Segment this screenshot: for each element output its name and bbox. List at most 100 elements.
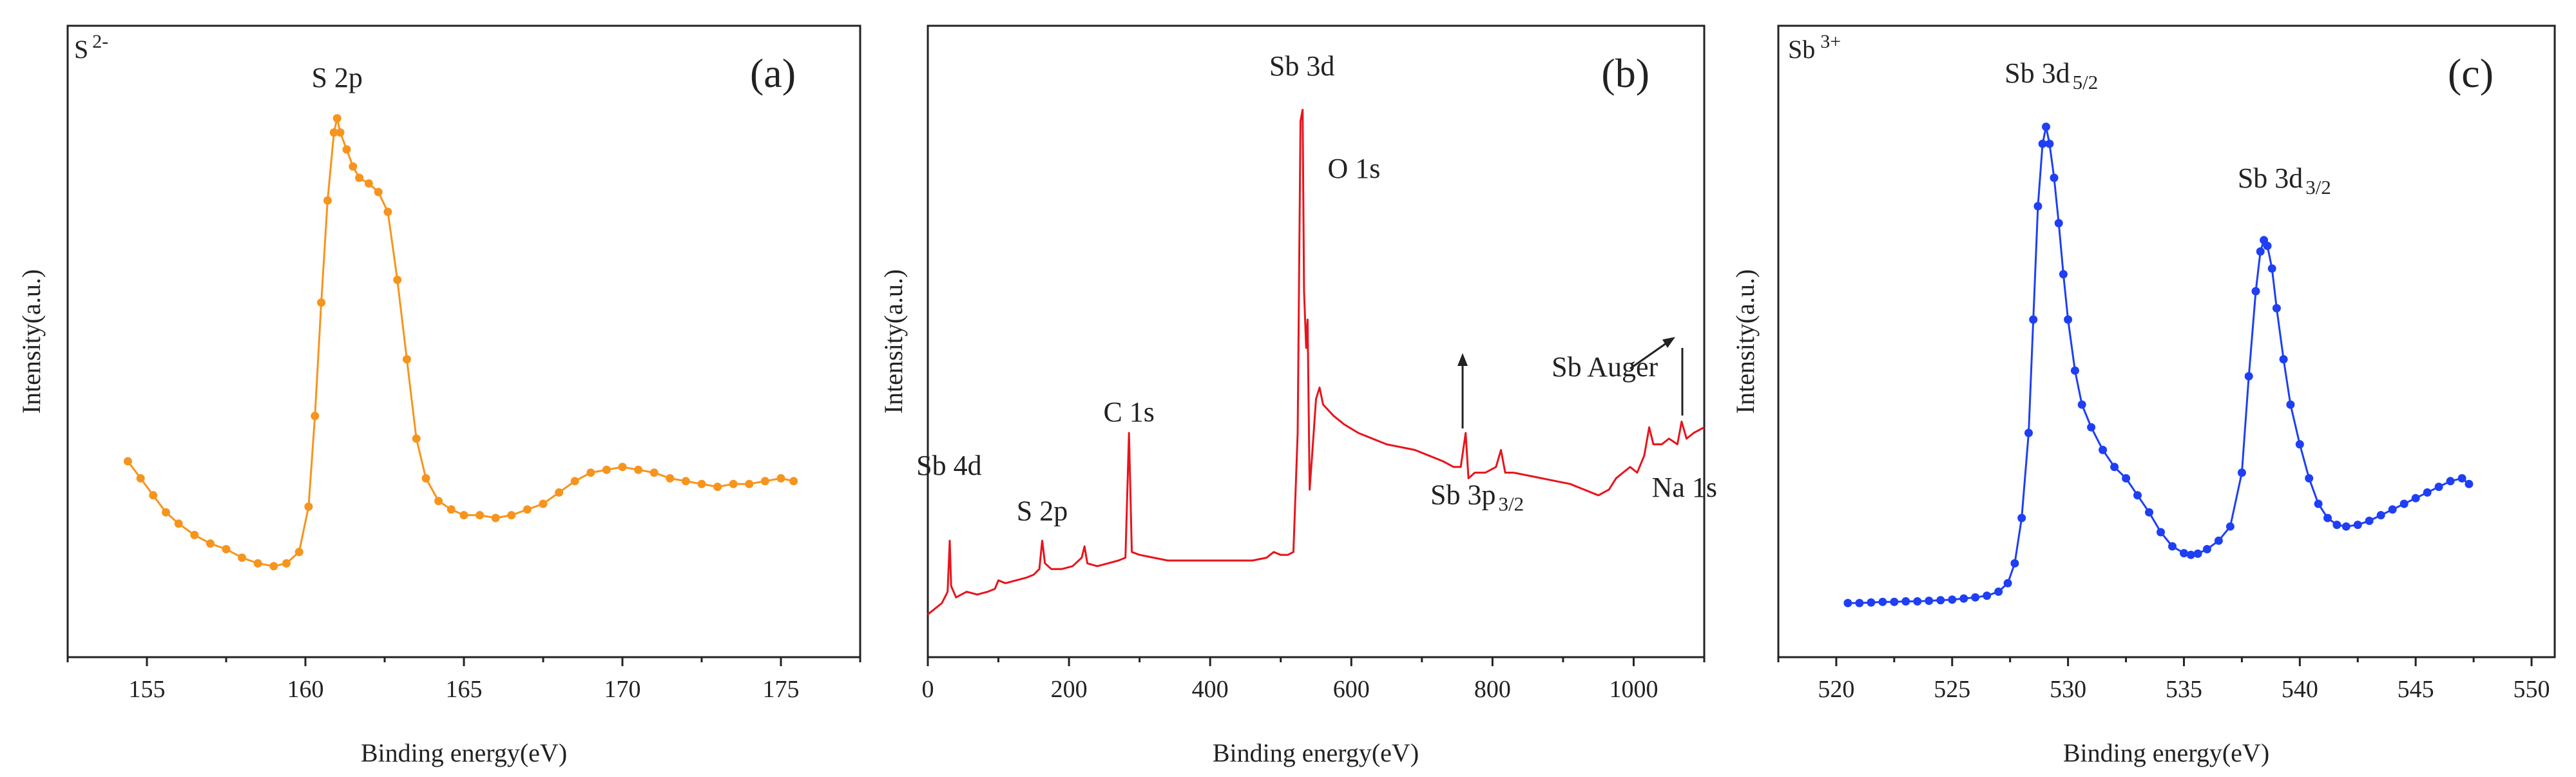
panel-c-data-point xyxy=(2193,549,2202,558)
panel-c-data-point xyxy=(2286,400,2295,409)
panel-a-data-point xyxy=(729,479,738,488)
panel-a-annotations: S 2p xyxy=(311,62,362,93)
panel-a-data-point xyxy=(238,553,247,562)
panel-a-data-point xyxy=(304,502,313,511)
panel-b-survey-spectrum: 0 200 400 600 800 1000 (b) Binding energy(eV)… xyxy=(879,24,1717,767)
panel-c-data-point xyxy=(2186,550,2195,559)
panel-c-data-point xyxy=(2050,173,2059,182)
panel-a-frame xyxy=(66,24,861,658)
panel-b-sb3p-arrowhead xyxy=(1457,353,1468,366)
panel-c-data-point xyxy=(2029,315,2038,324)
panel-a-data-point xyxy=(355,173,364,182)
panel-a-data-point xyxy=(317,298,326,307)
panel-b-annotation: S 2p xyxy=(1017,495,1068,527)
panel-b-x-tick-label: 800 xyxy=(1474,676,1511,703)
panel-c-data-point xyxy=(2077,400,2086,409)
panel-c-data-point xyxy=(2010,559,2019,568)
panel-a-data-point xyxy=(539,499,548,508)
panel-b-annotation: Na 1s xyxy=(1652,472,1717,503)
panel-c-data-point xyxy=(2388,505,2397,514)
panel-a-data-point xyxy=(311,412,320,421)
panel-b-x-ticks: 0 200 400 600 800 1000 xyxy=(922,657,1706,703)
panel-c-annotations: Sb 3d 5/2 Sb 3d 3/2 xyxy=(2004,57,2331,198)
panel-c-data-point xyxy=(2365,516,2374,525)
panel-c-data-point xyxy=(1913,597,1922,606)
panel-c-data-point xyxy=(2087,423,2096,432)
panel-c-data-point xyxy=(2054,218,2063,227)
panel-c-series xyxy=(1843,122,2474,608)
panel-a-data-point xyxy=(136,474,145,483)
panel-c-data-point xyxy=(2145,508,2153,517)
panel-b-y-axis-title: Intensity(a.u.) xyxy=(879,269,908,414)
panel-a-data-point xyxy=(491,513,500,523)
panel-a-data-point xyxy=(447,505,456,514)
panel-c-annotation: Sb 3d 3/2 xyxy=(2238,162,2331,198)
panel-c-data-point xyxy=(2279,355,2288,364)
panel-c-data-point xyxy=(1936,596,1945,605)
panel-a-data-point xyxy=(434,497,443,506)
panel-a-data-point xyxy=(124,457,132,466)
panel-c-data-point xyxy=(2465,479,2474,488)
panel-b-auger-arrowhead xyxy=(1662,337,1675,348)
panel-c-x-tick-label: 550 xyxy=(2514,676,2550,703)
panel-a-data-point xyxy=(523,505,532,514)
panel-b-annotation: Sb 3p 3/2 xyxy=(1430,479,1524,515)
panel-a-data-point xyxy=(206,539,215,548)
panel-a-data-point xyxy=(349,162,358,171)
panel-c-x-tick-label: 540 xyxy=(2282,676,2318,703)
panel-c-data-point xyxy=(2168,542,2177,551)
panel-c-x-tick-label: 520 xyxy=(1818,676,1854,703)
panel-c-data-point xyxy=(2024,428,2033,437)
panel-a-x-tick-label: 175 xyxy=(763,676,800,703)
panel-c-y-axis-title: Intensity(a.u.) xyxy=(1731,269,1760,414)
panel-c-data-point xyxy=(1855,599,1864,608)
panel-c-data-point xyxy=(2110,463,2119,472)
panel-a-data-point xyxy=(383,207,392,216)
panel-a-data-point xyxy=(586,468,595,477)
panel-a-data-point xyxy=(269,562,278,571)
panel-c-data-point xyxy=(2202,544,2211,553)
panel-c-data-point xyxy=(2305,474,2314,483)
panel-c-data-point xyxy=(1971,593,1980,602)
panel-a-data-point xyxy=(374,187,383,197)
panel-a-data-point xyxy=(174,519,183,528)
panel-b-series-line xyxy=(927,108,1705,615)
panel-a-data-point xyxy=(681,477,690,486)
panel-c-data-point xyxy=(1959,594,1968,603)
panel-c-data-point xyxy=(2038,139,2047,148)
panel-a-data-point xyxy=(162,508,170,517)
panel-c-label: (c) xyxy=(2448,50,2494,96)
panel-c-data-point xyxy=(2411,494,2420,503)
panel-a-data-point xyxy=(760,477,769,486)
panel-c-data-point xyxy=(2256,247,2265,256)
panel-c-species-label: Sb 3+ xyxy=(1788,31,1841,64)
panel-c-series-line xyxy=(1847,126,2470,604)
panel-c-data-point xyxy=(2003,579,2012,588)
panel-c-data-point xyxy=(2399,499,2408,508)
panel-b-annotations: Sb 3d O 1s C 1s Sb 4d S 2p Sb 3p 3/2 Sb Auger Na… xyxy=(916,50,1717,526)
panel-c-data-point xyxy=(1867,598,1876,607)
panel-b-x-tick-label: 600 xyxy=(1333,676,1370,703)
panel-a-data-point xyxy=(336,128,345,137)
panel-c-data-point xyxy=(2423,488,2432,497)
panel-c-data-point xyxy=(2045,139,2054,148)
panel-a-x-tick-label: 155 xyxy=(129,676,166,703)
panel-c-data-point xyxy=(2295,440,2304,449)
panel-a-data-point xyxy=(222,544,231,553)
panel-a-data-point xyxy=(323,196,332,205)
panel-a-x-ticks: 155 160 165 170 175 xyxy=(66,657,861,703)
panel-a-data-point xyxy=(476,511,485,520)
panel-a-x-axis-title: Binding energy(eV) xyxy=(361,738,567,767)
panel-c-data-point xyxy=(2267,264,2276,273)
panel-a-data-point xyxy=(649,468,658,477)
panel-c-data-point xyxy=(1878,597,1887,606)
panel-a-data-point xyxy=(149,491,158,500)
panel-c-data-point xyxy=(2323,513,2332,523)
panel-c-data-point xyxy=(1925,597,1934,605)
panel-b-annotation: O 1s xyxy=(1328,153,1381,184)
panel-c-data-point xyxy=(1948,595,1957,604)
panel-b-x-axis-title: Binding energy(eV) xyxy=(1213,738,1419,767)
panel-a-data-point xyxy=(253,559,262,568)
panel-c-data-point xyxy=(2017,513,2026,523)
panel-c-data-point xyxy=(2042,122,2050,131)
